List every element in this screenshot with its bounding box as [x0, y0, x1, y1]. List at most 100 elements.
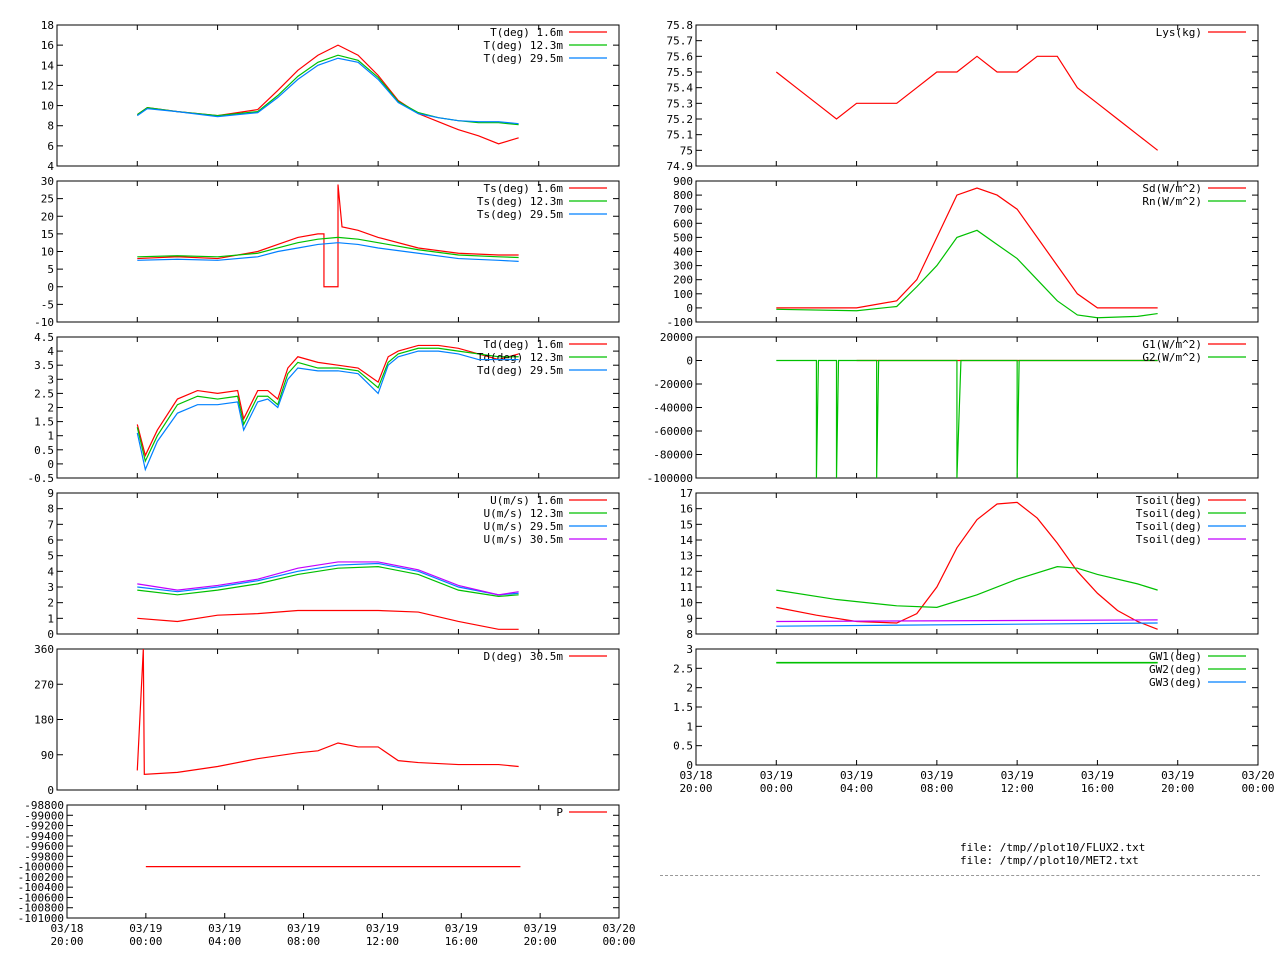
groundwater-ytick-label: 3: [686, 643, 693, 656]
groundwater-time-date-5: 03/19: [1081, 769, 1114, 782]
soil-temp-legend-label-3: Tsoil(deg): [1136, 533, 1202, 546]
dewpoint-ytick-label: 4: [47, 345, 54, 358]
lys-ytick-label: 74.9: [667, 160, 694, 173]
air-temp-frame: [56, 24, 620, 167]
pressure-time-hour-2: 04:00: [208, 935, 241, 948]
groundwater-ytick-label: 2: [686, 682, 693, 695]
surface-temp-ytick-label: 0: [47, 281, 54, 294]
lys-series-0: [775, 55, 1159, 151]
wind-speed-ytick-label: 1: [47, 612, 54, 625]
pressure-time-hour-5: 16:00: [445, 935, 478, 948]
radiation-legend-label-1: Rn(W/m^2): [1142, 195, 1202, 208]
pressure-ytick-label: -99200: [24, 820, 64, 833]
wind-speed-legend-label-2: U(m/s) 29.5m: [484, 520, 564, 533]
soil-temp-ytick-label: 13: [680, 550, 693, 563]
soil-temp-ytick-label: 14: [680, 534, 694, 547]
air-temp-ytick-label: 14: [41, 59, 55, 72]
groundwater-legend-label-2: GW3(deg): [1149, 676, 1202, 689]
soil-temp-series-0: [776, 501, 1158, 630]
wind-dir-ytick-label: 0: [47, 784, 54, 797]
radiation-ytick-label: -100: [667, 316, 694, 329]
soil-temp-legend-label-2: Tsoil(deg): [1136, 520, 1202, 533]
lys-ytick-label: 75: [680, 144, 693, 157]
air-temp-series-0: [136, 44, 519, 145]
groundwater-time-hour-7: 00:00: [1241, 782, 1274, 795]
wind-speed-ytick-label: 0: [47, 628, 54, 641]
pressure-ytick-label: -100800: [18, 902, 64, 915]
pressure-legend-label-0: P: [556, 806, 563, 819]
groundwater-ytick-label: 1: [686, 720, 693, 733]
wind-speed-series-3: [137, 561, 519, 596]
groundwater-time-hour-4: 12:00: [1001, 782, 1034, 795]
pressure-ytick-label: -99000: [24, 809, 64, 822]
wind-dir-series-0: [136, 648, 519, 775]
wind-speed-legend-label-1: U(m/s) 12.3m: [484, 507, 564, 520]
dewpoint-ytick-label: 1.5: [34, 416, 54, 429]
radiation-ytick-label: 500: [673, 231, 693, 244]
radiation-legend-label-0: Sd(W/m^2): [1142, 182, 1202, 195]
radiation-ytick-label: 100: [673, 288, 693, 301]
lys-ytick-label: 75.1: [667, 129, 694, 142]
pressure-time-hour-4: 12:00: [366, 935, 399, 948]
pressure-time-hour-7: 00:00: [602, 935, 635, 948]
soil-flux-ytick-label: -20000: [653, 378, 693, 391]
pressure-ytick-label: -99400: [24, 830, 64, 843]
groundwater-time-date-6: 03/19: [1161, 769, 1194, 782]
soil-flux-legend-label-0: G1(W/m^2): [1142, 338, 1202, 351]
pressure-ytick-label: -100400: [18, 881, 64, 894]
soil-temp-legend-label-0: Tsoil(deg): [1136, 494, 1202, 507]
dewpoint-ytick-label: 3: [47, 373, 54, 386]
surface-temp-series-1: [137, 236, 519, 259]
dewpoint-series-0: [136, 344, 519, 458]
wind-dir-ytick-label: 90: [41, 749, 54, 762]
file-info-line-1: file: /tmp//plot10/FLUX2.txt: [960, 841, 1146, 854]
soil-temp-ytick-label: 17: [680, 487, 693, 500]
groundwater-time-date-0: 03/18: [679, 769, 712, 782]
groundwater-ytick-label: 0: [686, 759, 693, 772]
pressure-ytick-label: -101000: [18, 912, 64, 925]
air-temp-ytick-label: 12: [41, 79, 54, 92]
dewpoint-ytick-label: 0.5: [34, 444, 54, 457]
radiation-ytick-label: 600: [673, 217, 693, 230]
pressure-ytick-label: -100600: [18, 891, 64, 904]
wind-speed-legend-label-3: U(m/s) 30.5m: [484, 533, 564, 546]
dewpoint-ytick-label: -0.5: [28, 472, 55, 485]
lys-ytick-label: 75.3: [667, 97, 694, 110]
dewpoint-legend-label-2: Td(deg) 29.5m: [477, 364, 563, 377]
groundwater-time-date-7: 03/20: [1241, 769, 1274, 782]
pressure-time-hour-1: 00:00: [129, 935, 162, 948]
soil-flux-legend-label-1: G2(W/m^2): [1142, 351, 1202, 364]
wind-speed-ytick-label: 2: [47, 597, 54, 610]
pressure-ytick-label: -100000: [18, 861, 64, 874]
pressure-time-date-1: 03/19: [129, 922, 162, 935]
wind-dir-ytick-label: 270: [34, 678, 54, 691]
pressure-ytick-label: -99600: [24, 840, 64, 853]
pressure-time-date-2: 03/19: [208, 922, 241, 935]
pressure-time-date-6: 03/19: [524, 922, 557, 935]
dewpoint-legend-label-0: Td(deg) 1.6m: [484, 338, 564, 351]
dewpoint-ytick-label: 2: [47, 402, 54, 415]
wind-speed-ytick-label: 8: [47, 503, 54, 516]
pressure-time-date-7: 03/20: [602, 922, 635, 935]
air-temp-legend-label-2: T(deg) 29.5m: [484, 52, 564, 65]
surface-temp-series-2: [137, 242, 519, 262]
soil-temp-ytick-label: 12: [680, 565, 693, 578]
radiation-ytick-label: 900: [673, 175, 693, 188]
soil-temp-ytick-label: 8: [686, 628, 693, 641]
air-temp-ytick-label: 8: [47, 120, 54, 133]
soil-temp-series-2: [776, 622, 1158, 627]
wind-speed-series-1: [137, 566, 519, 598]
soil-temp-ytick-label: 9: [686, 612, 693, 625]
groundwater-time-date-4: 03/19: [1001, 769, 1034, 782]
file-info: file: /tmp//plot10/FLUX2.txt file: /tmp/…: [960, 841, 1145, 867]
soil-temp-frame: [695, 492, 1259, 635]
wind-dir-ytick-label: 360: [34, 643, 54, 656]
groundwater-time-hour-0: 20:00: [679, 782, 712, 795]
file-info-line-2: file: /tmp//plot10/MET2.txt: [960, 854, 1139, 867]
dewpoint-ytick-label: 1: [47, 430, 54, 443]
wind-speed-ytick-label: 4: [47, 565, 54, 578]
wind-speed-series-2: [137, 562, 519, 596]
dewpoint-ytick-label: 3.5: [34, 359, 54, 372]
wind-speed-legend-label-0: U(m/s) 1.6m: [490, 494, 563, 507]
